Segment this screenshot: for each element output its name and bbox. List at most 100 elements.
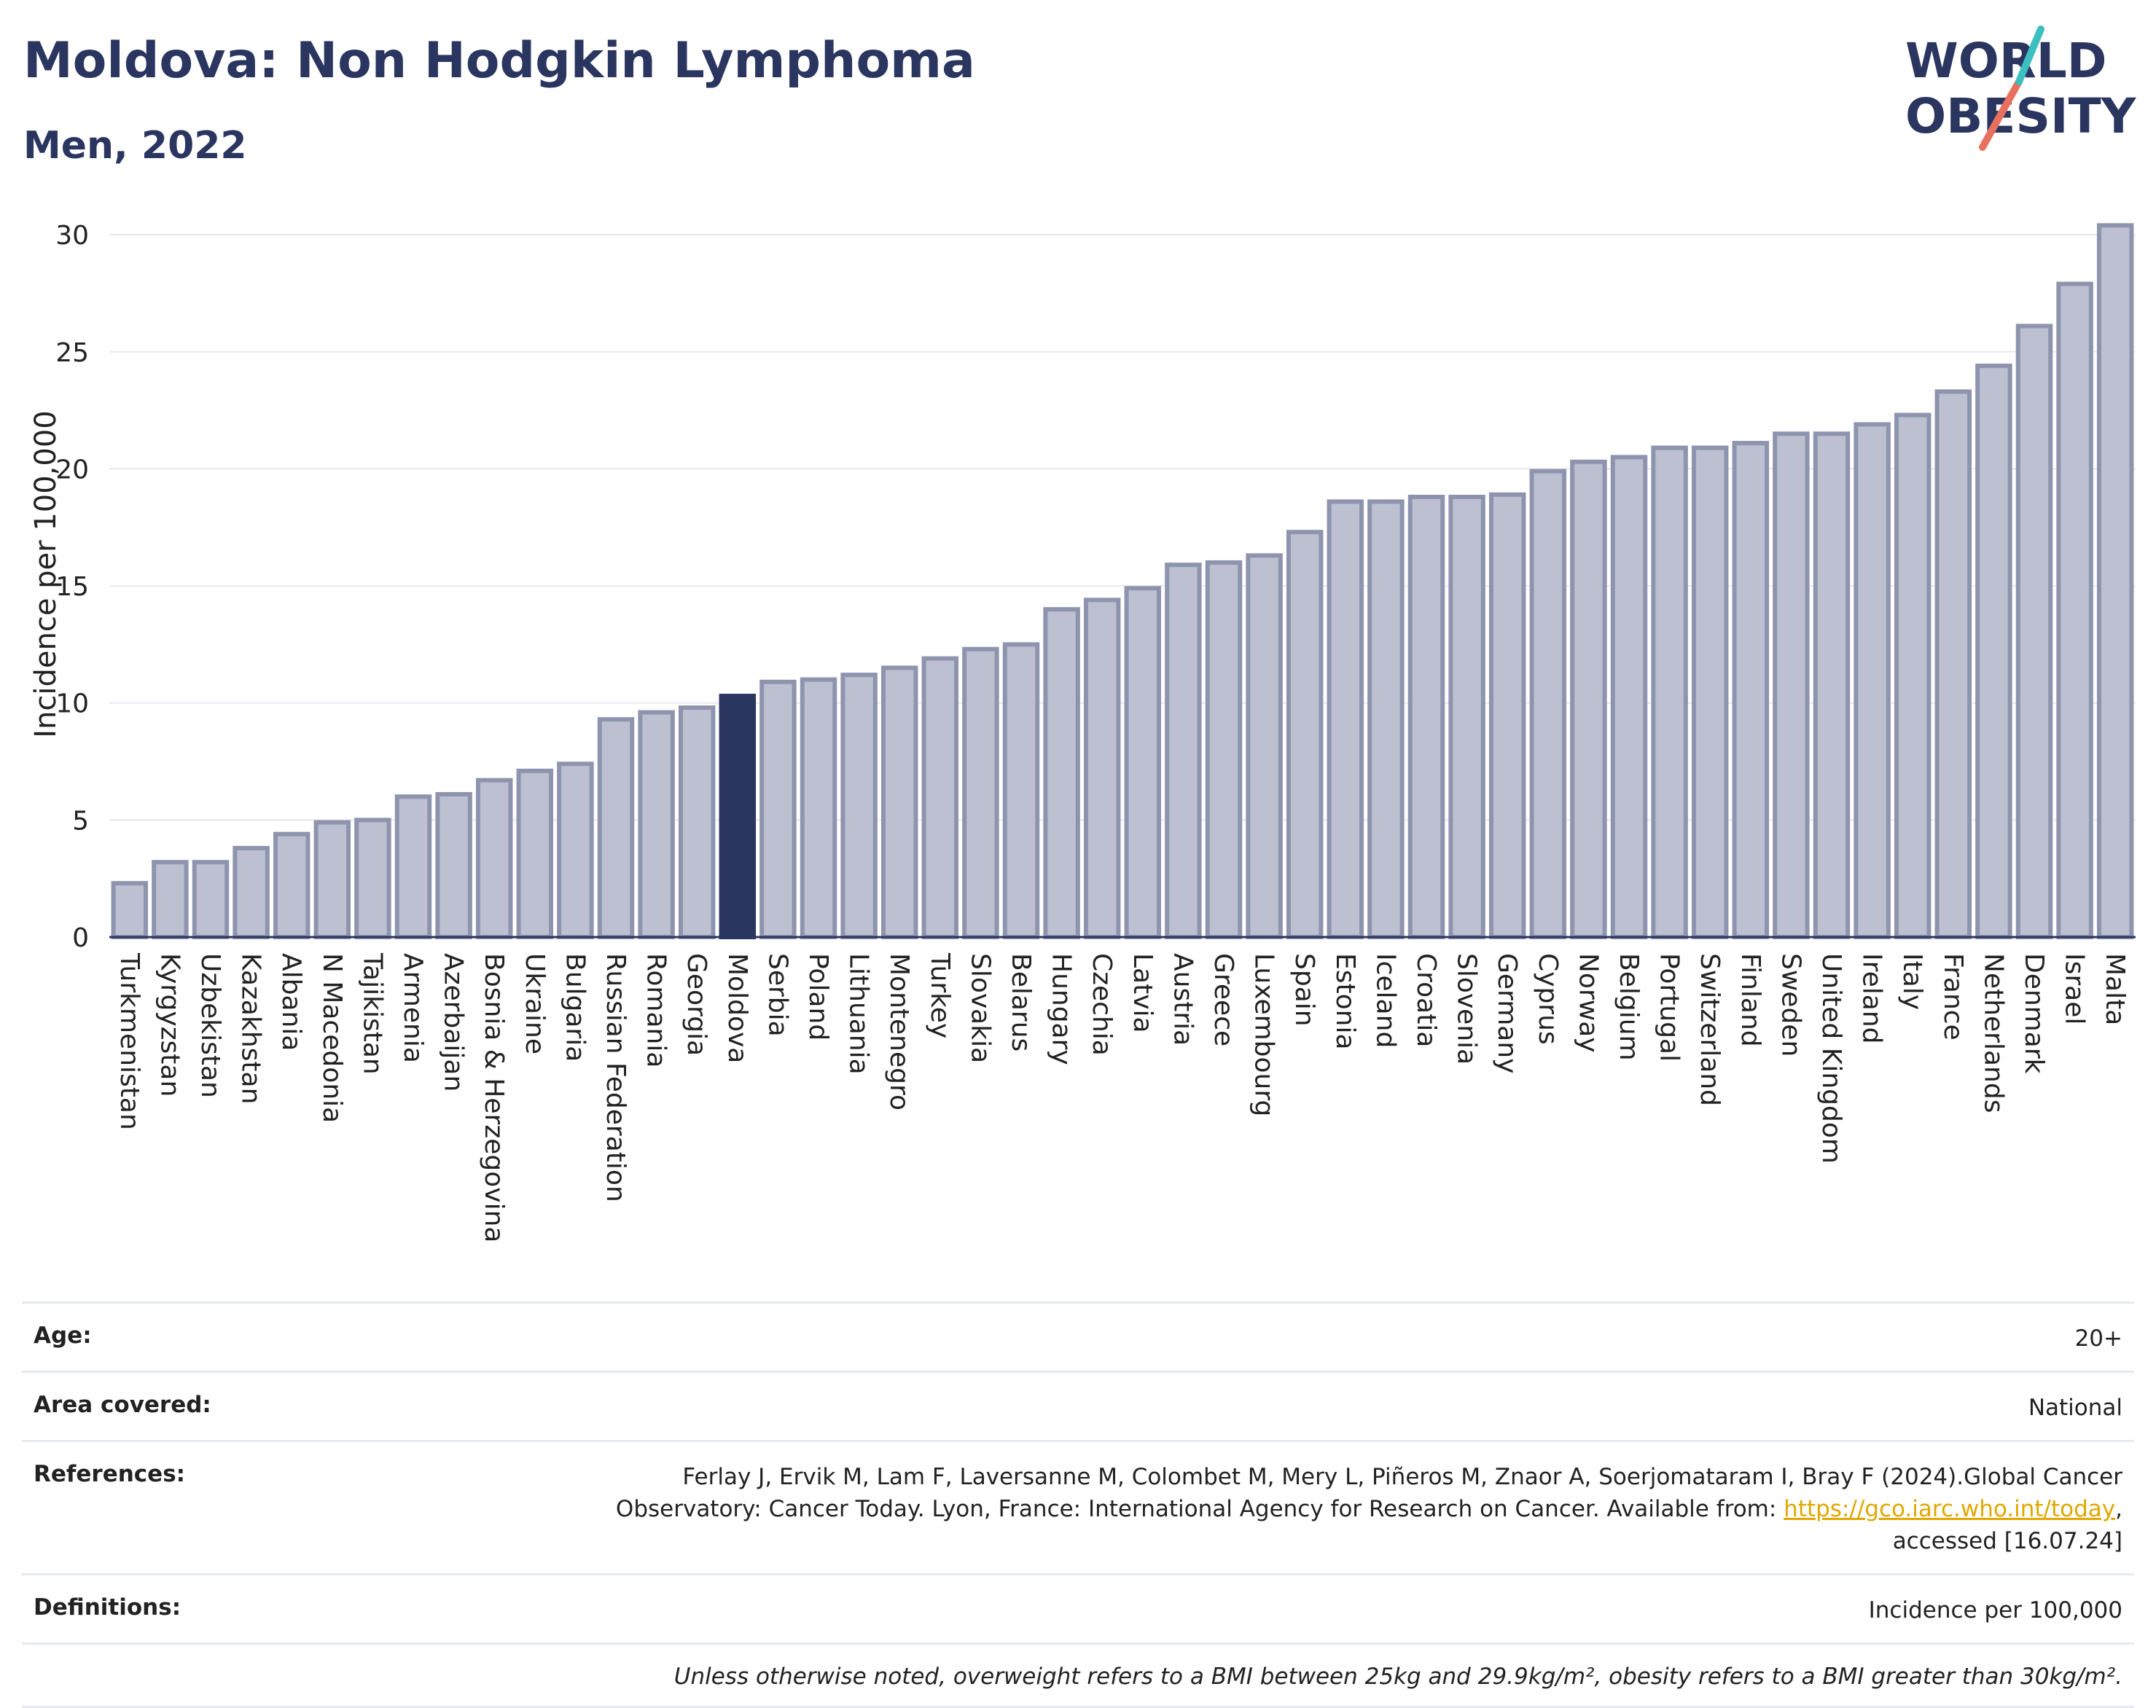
x-tick-label: Slovakia: [965, 953, 995, 1063]
y-axis-ticks: 0 5 10 15 20 25 30: [55, 221, 89, 953]
x-tick-label: Belarus: [1006, 953, 1036, 1051]
x-tick-label: Portugal: [1655, 953, 1684, 1062]
bar-france: [1934, 389, 1972, 939]
bar-luxembourg: [1246, 553, 1283, 939]
x-tick-label: Malta: [2100, 953, 2130, 1025]
bar-moldova: [719, 694, 757, 940]
bar-chart: 0 5 10 15 20 25 30 Turkmenistan Kyrgyzstan Uzbek…: [29, 221, 2136, 1242]
logo-word-2: OBESITY: [1905, 88, 2137, 144]
bar-malta: [2096, 223, 2134, 939]
bar-sweden: [1773, 431, 1810, 939]
x-tick-label: Estonia: [1330, 953, 1360, 1050]
references-label: References:: [34, 1461, 186, 1487]
y-tick-label: 5: [72, 806, 89, 836]
x-tick-label: Italy: [1897, 953, 1927, 1010]
x-tick-label: Norway: [1573, 953, 1603, 1053]
bar-romania: [638, 710, 675, 939]
chart-title: Moldova: Non Hodgkin Lymphoma: [23, 32, 975, 90]
definitions-value: Incidence per 100,000: [1868, 1597, 2122, 1623]
bar-norway: [1570, 459, 1607, 939]
x-tick-label: Serbia: [762, 953, 792, 1037]
x-tick-label: Lithuania: [844, 953, 874, 1075]
x-tick-label: Kazakhstan: [236, 953, 266, 1104]
y-tick-label: 0: [72, 923, 89, 953]
x-tick-label: Armenia: [398, 953, 428, 1063]
bar-poland: [800, 677, 837, 939]
y-tick-label: 15: [55, 572, 89, 602]
bar-czechia: [1083, 598, 1121, 939]
x-tick-label: Moldova: [722, 953, 752, 1063]
y-tick-label: 30: [55, 221, 89, 251]
x-tick-label: Turkey: [925, 952, 955, 1038]
bar-armenia: [394, 794, 432, 940]
y-tick-label: 20: [55, 455, 89, 485]
references-text-2: Observatory: Cancer Today. Lyon, France:…: [615, 1496, 1784, 1522]
x-tick-label: Kyrgyzstan: [155, 953, 184, 1097]
bar-slovenia: [1448, 494, 1485, 939]
references-text-1: Ferlay J, Ervik M, Lam F, Laversanne M, …: [682, 1464, 2122, 1490]
bar-serbia: [759, 679, 797, 939]
info-row-age: Age: 20+: [22, 1301, 2134, 1371]
x-tick-label: Georgia: [681, 953, 711, 1056]
x-tick-label: Uzbekistan: [195, 953, 225, 1098]
x-tick-label: Switzerland: [1695, 953, 1725, 1106]
x-tick-label: Latvia: [1128, 953, 1157, 1033]
area-value: National: [2028, 1395, 2122, 1421]
x-tick-label: Czechia: [1087, 953, 1117, 1056]
bar-netherlands: [1975, 364, 2012, 939]
x-tick-label: Hungary: [1047, 953, 1077, 1065]
bar-finland: [1732, 441, 1770, 939]
x-tick-label: Montenegro: [884, 953, 914, 1110]
x-tick-label: Austria: [1168, 953, 1198, 1046]
x-tick-label: Bulgaria: [560, 953, 590, 1062]
x-tick-label: Finland: [1735, 953, 1765, 1047]
bar-united-kingdom: [1813, 431, 1851, 939]
x-tick-label: N Macedonia: [317, 953, 347, 1123]
bar-ireland: [1854, 422, 1891, 939]
bar-n-macedonia: [313, 820, 351, 939]
bar-turkey: [921, 656, 959, 939]
bar-croatia: [1407, 494, 1445, 939]
bar-latvia: [1124, 586, 1162, 939]
x-tick-label: Iceland: [1370, 953, 1400, 1048]
definitions-label: Definitions:: [34, 1594, 181, 1621]
bar-estonia: [1327, 499, 1364, 939]
bar-cyprus: [1529, 469, 1567, 939]
references-link[interactable]: https://gco.iarc.who.int/today: [1784, 1496, 2116, 1522]
y-axis-label: Incidence per 100,000: [29, 410, 63, 738]
y-tick-label: 25: [55, 338, 89, 368]
y-tick-label: 10: [55, 689, 89, 719]
area-label: Area covered:: [34, 1392, 211, 1418]
x-tick-label: Albania: [276, 953, 306, 1051]
x-tick-label: Sweden: [1776, 953, 1805, 1057]
world-obesity-logo: WORLD OBESITY: [1905, 26, 2137, 151]
x-tick-label: France: [1938, 953, 1968, 1041]
x-tick-label: Azerbaijan: [439, 953, 469, 1092]
bar-slovakia: [962, 646, 999, 940]
bar-kazakhstan: [233, 845, 270, 939]
bar-denmark: [2015, 324, 2053, 939]
info-table: Age: 20+ Area covered: National Referenc…: [22, 1301, 2134, 1708]
bar-azerbaijan: [435, 792, 472, 940]
references-value: Ferlay J, Ervik M, Lam F, Laversanne M, …: [615, 1464, 2122, 1554]
bar-montenegro: [880, 665, 918, 939]
bar-russian-federation: [597, 717, 635, 939]
bars: [111, 223, 2134, 940]
bar-spain: [1286, 530, 1324, 939]
bar-kyrgyzstan: [152, 860, 189, 940]
x-tick-label: Slovenia: [1452, 953, 1482, 1065]
bar-belarus: [1002, 642, 1040, 939]
bmi-note: Unless otherwise noted, overweight refer…: [673, 1664, 2122, 1690]
logo-slash-teal: [2015, 26, 2044, 85]
x-tick-label: Ireland: [1857, 953, 1887, 1044]
bar-lithuania: [840, 673, 878, 939]
bar-turkmenistan: [111, 881, 149, 940]
bar-bosnia-herzegovina: [475, 777, 513, 939]
age-label: Age:: [34, 1323, 92, 1349]
bar-belgium: [1610, 455, 1648, 939]
bar-hungary: [1043, 607, 1080, 939]
x-tick-label: Cyprus: [1533, 953, 1563, 1045]
x-tick-label: Israel: [2060, 953, 2090, 1025]
x-tick-label: Turkmenistan: [114, 952, 144, 1130]
info-row-definitions: Definitions: Incidence per 100,000: [22, 1573, 2134, 1642]
